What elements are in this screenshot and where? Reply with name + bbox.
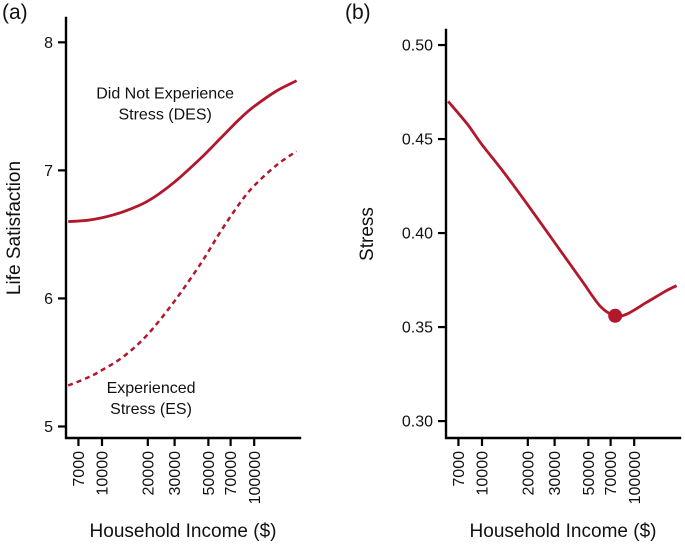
x-axis-title: Household Income ($) [90, 521, 277, 542]
panel-b-plot: 0.30 0.35 0.40 0.45 0.50 7000 10000 20000 30000 5… [357, 28, 682, 542]
x-tick-label: 50000 [581, 451, 598, 496]
axes: 5 6 7 8 7000 10000 20000 30000 50000 70000 100000 [44, 16, 302, 504]
panel-b: (b) 0.30 0.35 0.40 0.45 0.50 7000 10000 20000 30… [343, 0, 685, 556]
stress-curve [447, 100, 678, 318]
x-tick-label: 20000 [520, 451, 537, 496]
x-tick-label: 30000 [167, 451, 184, 496]
series-annotation: Did Not Experience [96, 86, 234, 103]
y-axis-title: Life Satisfaction [4, 161, 25, 295]
experienced-stress-es-curve [67, 150, 298, 387]
x-tick-label: 70000 [223, 451, 240, 496]
panel-a-tag: (a) [2, 1, 28, 24]
y-tick-label: 5 [44, 419, 53, 436]
y-tick-label: 0.50 [402, 38, 433, 55]
series-annotation: Stress (DES) [118, 107, 211, 124]
axis-spines [64, 16, 302, 440]
axis-spines [444, 28, 682, 440]
panel-b-tag: (b) [345, 1, 371, 24]
y-tick-label: 0.40 [402, 226, 433, 243]
x-tick-label: 7000 [71, 451, 88, 487]
x-tick-label: 100000 [627, 451, 644, 504]
y-tick-label: 8 [44, 35, 53, 52]
minimum-point-marker [608, 308, 623, 323]
panel-a-plot: 5 6 7 8 7000 10000 20000 30000 50000 70000 100000 H… [4, 16, 302, 542]
x-tick-label: 10000 [95, 451, 112, 496]
x-tick-label: 30000 [547, 451, 564, 496]
x-tick-label: 100000 [247, 451, 264, 504]
did-not-experience-stress-des-curve [68, 79, 298, 223]
y-tick-label: 0.45 [402, 132, 433, 149]
x-tick-label: 20000 [140, 451, 157, 496]
y-tick-label: 7 [44, 163, 53, 180]
x-tick-label: 70000 [603, 451, 620, 496]
series-annotation: Stress (ES) [110, 401, 192, 418]
y-tick-label: 0.30 [402, 414, 433, 431]
x-tick-label: 10000 [475, 451, 492, 496]
y-tick-label: 0.35 [402, 320, 433, 337]
x-tick-label: 7000 [451, 451, 468, 487]
y-tick-label: 6 [44, 291, 53, 308]
x-tick-label: 50000 [201, 451, 218, 496]
series-annotation: Experienced [107, 380, 196, 397]
y-axis-title: Stress [357, 207, 378, 261]
x-axis-title: Household Income ($) [470, 521, 657, 542]
axes: 0.30 0.35 0.40 0.45 0.50 7000 10000 20000 30000 5… [402, 28, 682, 504]
panel-a: (a) 5 6 7 8 7000 10000 20000 30000 50000 70000 100… [2, 1, 302, 542]
